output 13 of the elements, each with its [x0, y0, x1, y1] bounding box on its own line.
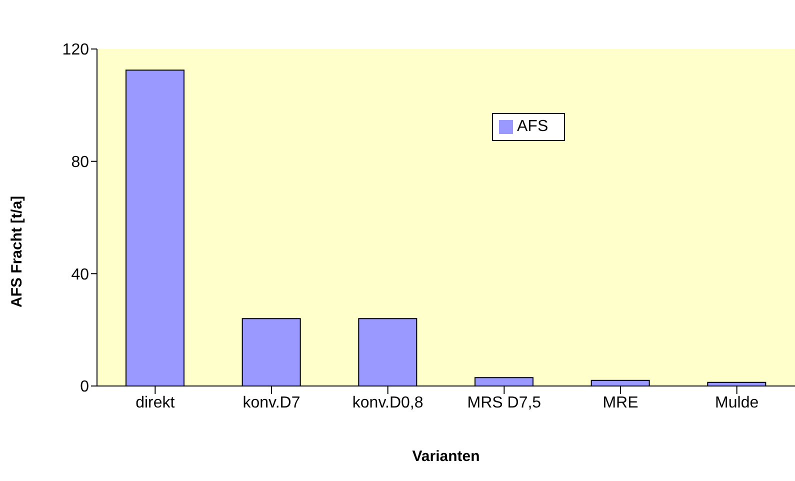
x-tick-label: MRS D7,5 [467, 394, 542, 412]
x-tick-label: konv.D7 [242, 394, 300, 412]
x-tick-label: direkt [136, 394, 176, 412]
y-tick-label: 40 [71, 266, 90, 284]
x-axis-title: Varianten [412, 448, 480, 465]
x-tick-label: MRE [602, 394, 638, 412]
x-tick-label: konv.D0,8 [352, 394, 424, 412]
y-tick-label: 0 [80, 378, 90, 396]
legend-label: AFS [517, 118, 548, 135]
y-axis-title: AFS Fracht [t/a] [8, 196, 26, 308]
y-tick-label: 80 [71, 154, 90, 172]
x-tick-label: Mulde [715, 394, 759, 412]
y-tick-label: 120 [62, 42, 90, 59]
